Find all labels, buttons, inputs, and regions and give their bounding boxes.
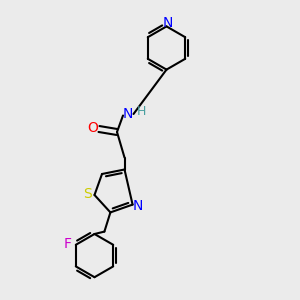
Text: N: N — [163, 16, 173, 30]
Text: H: H — [136, 105, 146, 118]
Text: S: S — [83, 188, 92, 201]
Text: N: N — [133, 199, 143, 213]
Text: N: N — [122, 107, 133, 121]
Text: O: O — [88, 121, 98, 134]
Text: F: F — [63, 237, 71, 251]
